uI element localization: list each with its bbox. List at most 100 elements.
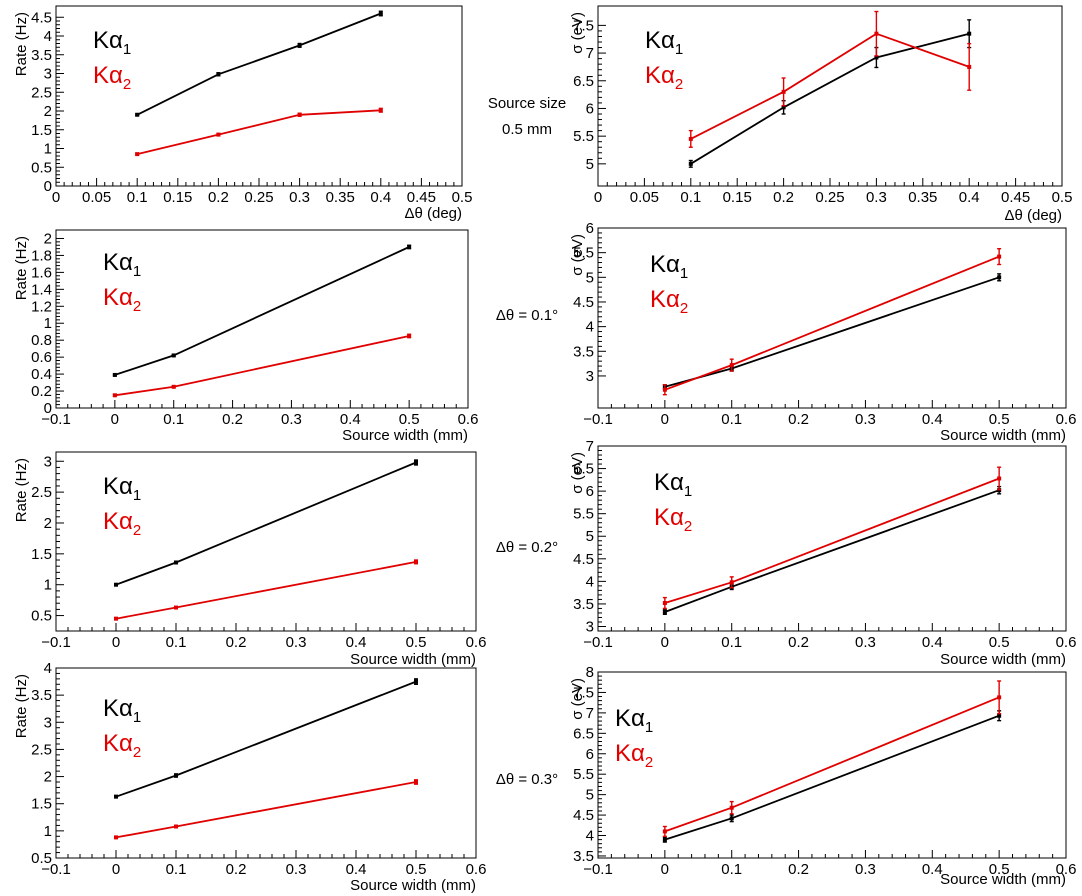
x-tick-label: 0.2 [208,189,229,206]
x-tick-label: 0.4 [340,411,361,428]
x-tick-label: −0.1 [583,634,613,651]
y-tick-label: 3.5 [573,343,594,360]
legend-entry-1: Kα1 [103,695,141,726]
legend-entry-2: Kα2 [103,508,141,539]
x-tick-label: 0.45 [407,189,436,206]
y-tick-label: 0.6 [31,349,52,366]
y-tick-label: 0.5 [31,608,52,625]
data-point [662,610,667,615]
legend-entry-2: Kα2 [654,504,692,535]
data-point [135,152,140,157]
y-tick-label: 3 [44,714,52,731]
data-point [407,333,412,338]
row-note-2: Δθ = 0.1° [496,307,558,324]
y-tick-label: 1 [44,141,52,158]
series-line-2 [664,477,1000,604]
x-tick-label: 0.35 [326,189,355,206]
legend-entry-1: Kα1 [103,249,141,280]
y-tick-label: 0.4 [31,366,52,383]
y-tick-label: 8 [586,664,594,681]
x-tick-label: 0 [661,861,669,878]
y-tick-label: 1.2 [31,298,52,315]
x-tick-label: 0.05 [82,189,111,206]
x-axis-label: Source width (mm) [342,427,468,444]
y-axis-label: Rate (Hz) [13,12,30,76]
x-tick-label: −0.1 [583,861,613,878]
x-tick-label: 0.5 [452,189,473,206]
y-tick-label: 6 [586,483,594,500]
data-point [997,713,1002,718]
x-tick-label: 0 [661,411,669,428]
x-tick-label: 0.1 [721,634,742,651]
data-point [174,824,178,829]
chart-row1-right: 0 0.05 0.1 0.15 0.2 0.25 0.3 0.35 0.4 0.45 0.5 5 5.5… [569,5,1072,224]
x-tick-label: 0 [661,634,669,651]
x-axis-label: Δθ (deg) [404,205,462,222]
x-tick-label: 0.05 [630,189,659,206]
x-tick-label: 0.4 [922,411,943,428]
x-tick-label: 0 [112,861,120,878]
data-point [997,275,1002,280]
x-tick-label: 0.6 [1056,411,1077,428]
data-point [297,112,302,117]
series-line-1 [115,680,417,798]
x-tick-label: 0.6 [466,861,487,878]
row-note-1: 0.5 mm [502,121,552,138]
data-point [729,805,734,810]
y-tick-label: 0.2 [31,383,52,400]
legend-entry-2: Kα2 [650,286,688,317]
x-axis-label: Source width (mm) [940,871,1066,888]
legend-entry-1: Kα1 [93,27,131,58]
data-point [414,780,418,784]
data-point [297,43,302,48]
series-line-1 [664,489,1000,613]
data-point [414,559,418,564]
y-tick-label: 3.5 [573,848,594,865]
x-axis-label: Source width (mm) [940,427,1066,444]
x-tick-label: 0.6 [1056,634,1077,651]
x-tick-label: 0.3 [855,634,876,651]
x-tick-label: 0.25 [244,189,273,206]
data-point [662,601,667,606]
x-tick-label: 0.15 [723,189,752,206]
x-tick-label: 0.15 [163,189,192,206]
y-tick-label: 6 [586,746,594,763]
y-tick-label: 4 [44,28,52,45]
legend-entry-2: Kα2 [93,62,131,93]
x-tick-label: 0.3 [286,634,307,651]
y-tick-label: 5.5 [573,506,594,523]
chart-row1-left: 0 0.05 0.1 0.15 0.2 0.25 0.3 0.35 0.4 0.45 0.500.5… [13,5,473,222]
data-point [174,560,178,565]
x-tick-label: 0.3 [289,189,310,206]
y-tick-label: 0 [44,400,52,417]
series-line-1 [115,461,417,586]
y-axis-label: Rate (Hz) [13,458,30,522]
x-tick-label: 0.1 [163,411,184,428]
y-tick-label: 5.5 [573,245,594,262]
data-point [174,773,178,778]
y-tick-label: 6 [586,100,594,117]
y-tick-label: 2 [44,769,52,786]
data-point [216,72,221,77]
series-line-1 [136,12,382,116]
data-point [874,31,879,36]
y-tick-label: 7.5 [573,684,594,701]
x-tick-label: 0 [594,189,602,206]
data-point [967,31,972,36]
y-axis-label: Rate (Hz) [13,236,30,300]
series-line-1 [690,32,970,165]
y-tick-label: 1 [44,577,52,594]
y-axis-label: Rate (Hz) [13,674,30,738]
x-tick-label: 0.1 [721,411,742,428]
plot-frame [597,445,1067,632]
series-line-1 [114,246,410,376]
data-point [874,55,879,60]
x-tick-label: −0.1 [583,411,613,428]
y-tick-label: 6 [586,220,594,237]
x-tick-label: 0.2 [773,189,794,206]
data-point [688,161,693,166]
y-tick-label: 3.5 [31,47,52,64]
plot-frame [597,227,1067,409]
y-tick-label: 5.5 [573,766,594,783]
data-point [114,835,118,840]
